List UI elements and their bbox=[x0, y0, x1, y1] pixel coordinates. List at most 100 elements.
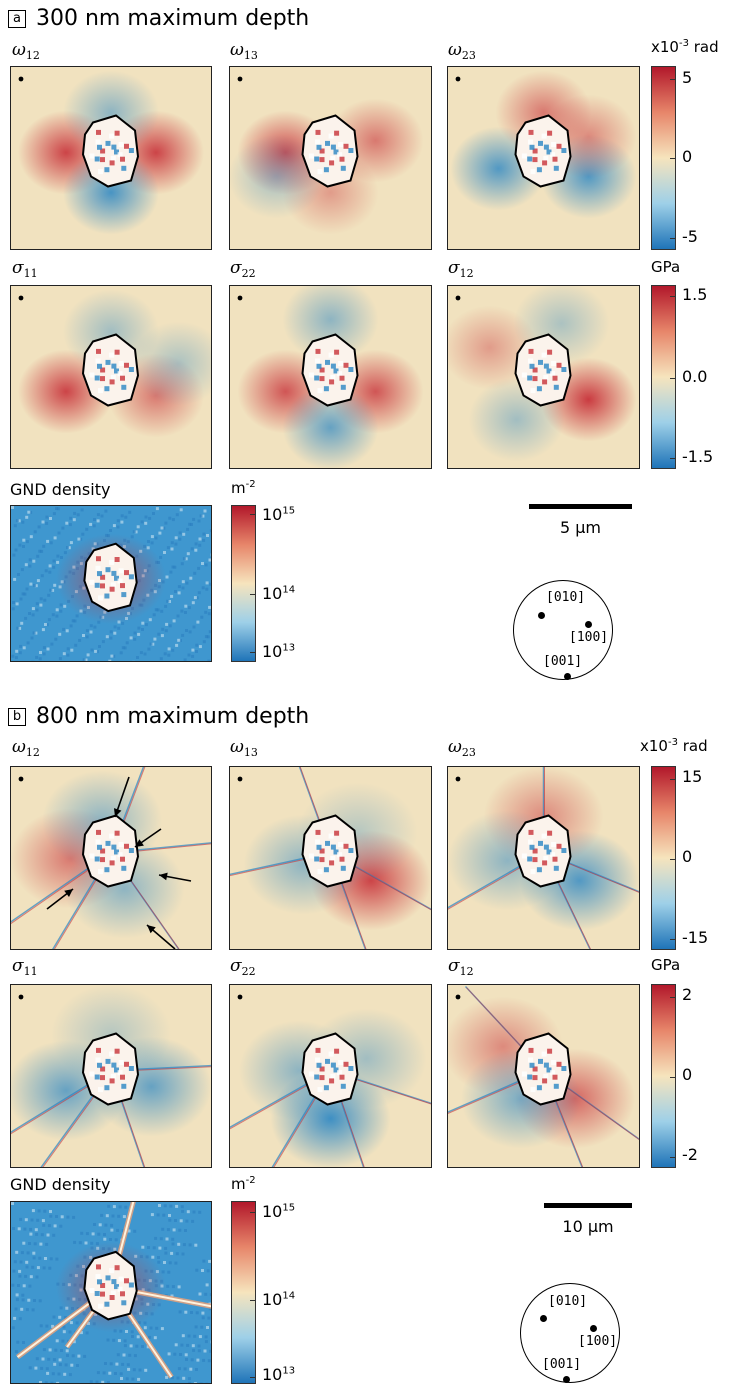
indent-pixel bbox=[546, 368, 552, 374]
indent-pixel bbox=[105, 359, 111, 365]
noise-pixel bbox=[82, 658, 86, 661]
indent-pixel bbox=[551, 842, 557, 847]
indent-pixel bbox=[552, 156, 558, 162]
indent-pixel bbox=[316, 844, 322, 850]
noise-pixel bbox=[192, 1210, 196, 1214]
indent-pixel bbox=[96, 829, 101, 835]
noise-pixel bbox=[187, 1334, 191, 1338]
noise-pixel bbox=[52, 1233, 56, 1237]
indent-pixel bbox=[536, 167, 542, 173]
noise-pixel bbox=[120, 520, 124, 524]
noise-pixel bbox=[112, 654, 116, 658]
indent-pixel bbox=[100, 148, 106, 154]
noise-pixel bbox=[190, 547, 194, 551]
orientation-label-001: [001] bbox=[543, 654, 583, 669]
noise-pixel bbox=[178, 537, 182, 541]
indent-pixel bbox=[325, 140, 330, 146]
noise-pixel bbox=[131, 1377, 135, 1381]
noise-pixel bbox=[157, 1256, 160, 1259]
noise-pixel bbox=[21, 1298, 25, 1302]
noise-pixel bbox=[114, 1238, 118, 1242]
noise-pixel bbox=[205, 587, 209, 591]
noise-pixel bbox=[152, 512, 155, 515]
noise-pixel bbox=[125, 641, 129, 645]
noise-pixel bbox=[14, 548, 18, 552]
noise-pixel bbox=[174, 1219, 177, 1222]
noise-pixel bbox=[153, 637, 157, 641]
indent-pixel bbox=[556, 843, 562, 849]
noise-pixel bbox=[195, 596, 199, 600]
noise-pixel bbox=[90, 1241, 94, 1245]
noise-pixel bbox=[49, 1210, 52, 1213]
stress-cbar-top: 1.5 bbox=[682, 285, 708, 304]
indent-pixel bbox=[97, 1062, 102, 1068]
indent-pixel bbox=[329, 160, 335, 166]
map-image bbox=[448, 985, 639, 1167]
arrow-head bbox=[135, 839, 144, 847]
noise-pixel bbox=[165, 622, 169, 626]
noise-pixel bbox=[39, 603, 43, 607]
noise-pixel bbox=[62, 1325, 66, 1329]
noise-pixel bbox=[47, 593, 51, 597]
indent-outline bbox=[514, 814, 572, 888]
noise-pixel bbox=[25, 515, 29, 519]
noise-pixel bbox=[36, 1218, 40, 1222]
indent-pixel bbox=[98, 595, 103, 601]
indent-pixel bbox=[121, 592, 127, 598]
noise-pixel bbox=[158, 531, 162, 535]
noise-pixel bbox=[195, 650, 198, 653]
noise-pixel bbox=[64, 1363, 68, 1367]
indent-pixel bbox=[94, 856, 100, 862]
noise-pixel bbox=[149, 1326, 153, 1330]
indent-pixel bbox=[529, 844, 535, 850]
noise-pixel bbox=[199, 514, 203, 518]
noise-pixel bbox=[28, 612, 31, 615]
indent-outline bbox=[81, 114, 140, 188]
noise-pixel bbox=[49, 1214, 53, 1218]
indent-pixel bbox=[553, 165, 559, 171]
indent-pixel bbox=[111, 844, 117, 850]
noise-pixel bbox=[31, 1209, 35, 1213]
noise-pixel bbox=[31, 613, 35, 617]
noise-pixel bbox=[86, 653, 90, 657]
noise-pixel bbox=[192, 517, 196, 521]
indent-pixel bbox=[100, 367, 106, 373]
noise-pixel bbox=[207, 659, 211, 661]
noise-pixel bbox=[206, 635, 210, 639]
noise-pixel bbox=[164, 604, 168, 608]
noise-pixel bbox=[102, 1371, 106, 1375]
noise-pixel bbox=[52, 1358, 56, 1362]
indent-pixel bbox=[528, 1057, 533, 1063]
indent-pixel bbox=[319, 148, 325, 154]
noise-pixel bbox=[198, 537, 202, 541]
arrow-head bbox=[159, 872, 168, 881]
noise-pixel bbox=[154, 536, 158, 540]
indent-pixel bbox=[556, 1061, 562, 1067]
indent-pixel bbox=[339, 1074, 345, 1080]
arrow-head bbox=[64, 889, 73, 897]
noise-pixel bbox=[150, 535, 154, 539]
map-a-omega13 bbox=[229, 66, 432, 250]
noise-pixel bbox=[47, 618, 51, 622]
stress-cbar-mid: 0.0 bbox=[682, 367, 708, 386]
noise-pixel bbox=[84, 658, 88, 661]
noise-pixel bbox=[157, 632, 161, 636]
indent-pixel bbox=[98, 1303, 103, 1309]
noise-pixel bbox=[143, 1321, 147, 1325]
noise-pixel bbox=[34, 584, 38, 588]
noise-pixel bbox=[165, 1375, 169, 1379]
indent-pixel bbox=[339, 156, 345, 162]
noise-pixel bbox=[44, 1381, 48, 1383]
noise-pixel bbox=[39, 1242, 43, 1246]
indent-pixel bbox=[100, 574, 106, 580]
noise-pixel bbox=[160, 526, 164, 530]
indent-pixel bbox=[542, 860, 548, 866]
indent-pixel bbox=[553, 384, 559, 390]
indent-pixel bbox=[340, 865, 346, 871]
noise-pixel bbox=[39, 597, 43, 601]
noise-pixel bbox=[164, 1246, 168, 1250]
noise-pixel bbox=[198, 645, 202, 649]
indent-pixel bbox=[109, 1078, 115, 1084]
noise-pixel bbox=[51, 1324, 55, 1328]
indent-pixel bbox=[120, 375, 125, 381]
